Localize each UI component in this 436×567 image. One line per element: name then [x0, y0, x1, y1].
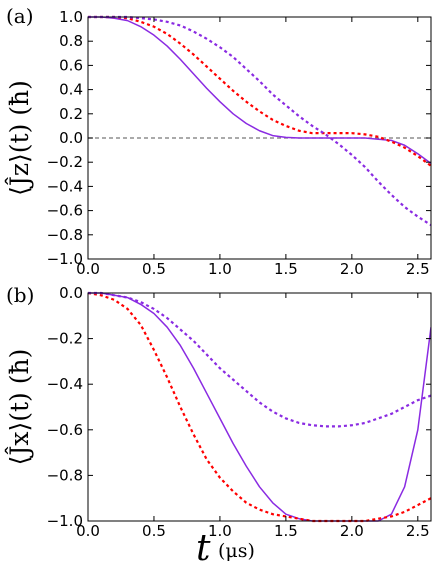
y-tick-label: 0.4: [59, 81, 83, 99]
series-1-dotted-line: [88, 291, 431, 523]
x-tick-label: 0.5: [142, 260, 166, 278]
panel-label: (b): [6, 283, 34, 307]
x-tick-label: 1.0: [208, 260, 232, 278]
y-tick-label: −0.8: [47, 226, 83, 244]
y-tick-label: −0.8: [47, 466, 83, 484]
x-tick-label: 0.0: [76, 260, 100, 278]
y-tick-label: −0.4: [47, 375, 83, 393]
panel-b: 0.0 0.5 1.0 1.5 2.0 2.5 0.0 −0.2 −0.4 −0.6 −0.8 −1.…: [5, 283, 432, 540]
y-tick-label: 1.0: [59, 8, 83, 26]
series-0-solid-line: [88, 292, 431, 522]
x-tick-label: 2.5: [406, 522, 430, 540]
series-2-dotted-line: [88, 15, 431, 227]
x-tick-label: 2.0: [340, 260, 364, 278]
x-axis-label: t: [196, 528, 211, 567]
x-tick-label: 1.0: [208, 522, 232, 540]
series-2-dotted-line: [88, 291, 431, 428]
y-tick-label: −1.0: [47, 512, 83, 530]
y-tick-label: 0.2: [59, 105, 83, 123]
x-tick-label: 1.5: [274, 260, 298, 278]
y-tick-label: −0.4: [47, 177, 83, 195]
panel-a: 0.0 0.5 1.0 1.5 2.0 2.5 1.0 0.8 0.6 0.4 0.2 0.0 −0.2…: [5, 4, 432, 278]
x-tick-label: 1.5: [274, 522, 298, 540]
y-tick-label: −0.2: [47, 330, 83, 348]
y-tick-label: 0.0: [59, 284, 83, 302]
panel-label: (a): [6, 4, 34, 28]
y-tick-label: −0.2: [47, 153, 83, 171]
y-tick-label: 0.0: [59, 129, 83, 147]
x-tick-label: 2.0: [340, 522, 364, 540]
y-tick-label: 0.8: [59, 32, 83, 50]
y-tick-label: −0.6: [47, 421, 83, 439]
series-0-solid-line: [88, 16, 431, 165]
x-axis-unit: (μs): [218, 540, 255, 562]
y-axis-label: ⟨Ĵz⟩(t) (ħ): [5, 80, 34, 196]
plot-frame: [87, 292, 432, 522]
y-tick-label: −0.6: [47, 202, 83, 220]
x-tick-label: 0.5: [142, 522, 166, 540]
series-1-dotted-line: [88, 15, 431, 167]
y-axis-label: ⟨Ĵx⟩(t) (ħ): [5, 349, 34, 466]
y-tick-label: 0.6: [59, 56, 83, 74]
x-tick-label: 0.0: [76, 522, 100, 540]
x-tick-label: 2.5: [406, 260, 430, 278]
y-tick-label: −1.0: [47, 250, 83, 268]
